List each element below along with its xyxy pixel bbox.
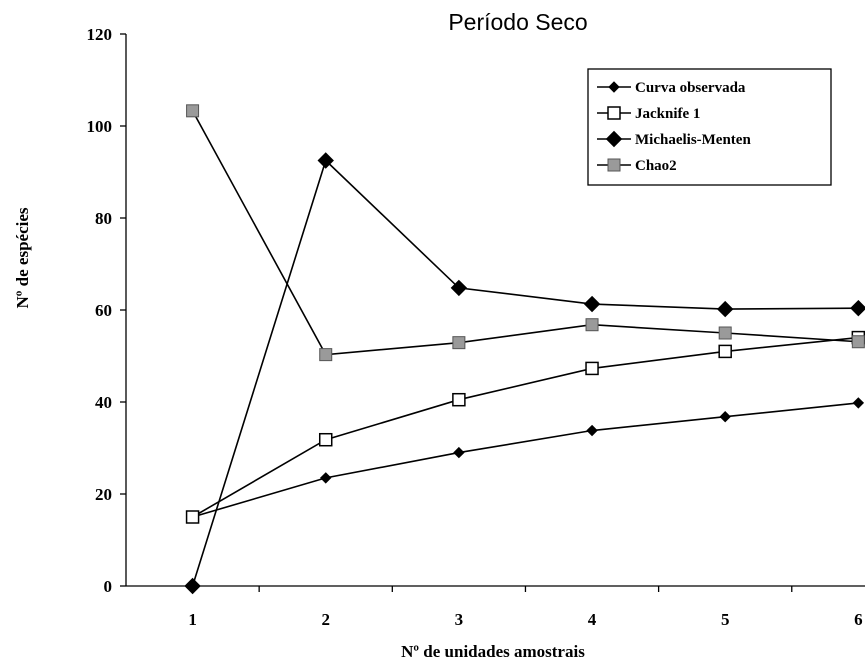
chart-title: Período Seco (448, 9, 587, 35)
y-axis-label: Nº de espécies (13, 207, 32, 308)
axes: 0 20 40 60 80 100 120 1 2 3 4 5 6 (87, 25, 865, 629)
data-point (718, 326, 732, 340)
data-point (850, 299, 865, 317)
x-tick-label: 2 (321, 610, 330, 629)
series-line-1 (192, 336, 859, 518)
series-markers-3 (186, 104, 865, 362)
series-line-3 (191, 110, 859, 356)
series-layer (184, 104, 865, 595)
legend-label: Jacknife 1 (635, 106, 700, 122)
data-point (318, 432, 333, 447)
x-tick-label: 6 (854, 610, 863, 629)
y-tick-label: 100 (87, 117, 113, 136)
data-point (319, 348, 333, 362)
data-point (452, 336, 466, 350)
series-markers-2 (184, 152, 865, 595)
y-tick-label: 60 (95, 301, 112, 320)
legend-entry: Curva observada (597, 80, 746, 96)
series-markers-0 (186, 397, 865, 523)
data-point (450, 279, 468, 297)
data-point (184, 577, 201, 595)
legend-marker (607, 106, 621, 120)
data-point (320, 472, 332, 484)
data-point (716, 300, 734, 318)
legend-marker (607, 158, 621, 172)
x-tick-label: 1 (188, 610, 197, 629)
legend-label: Curva observada (635, 80, 746, 96)
x-tick-label: 3 (455, 610, 464, 629)
x-tick-label: 4 (588, 610, 597, 629)
data-point (186, 104, 200, 118)
series-markers-1 (185, 330, 865, 524)
data-point (852, 397, 865, 409)
y-tick-label: 0 (104, 577, 113, 596)
legend-entry: Michaelis-Menten (597, 130, 751, 148)
data-point (719, 411, 731, 423)
legend-entry: Chao2 (597, 158, 677, 174)
legend-marker (608, 81, 620, 93)
data-point (317, 152, 334, 169)
y-tick-label: 20 (95, 485, 112, 504)
data-point (585, 318, 599, 332)
x-tick-label: 5 (721, 610, 730, 629)
y-tick-label: 80 (95, 209, 112, 228)
series-line-0 (192, 402, 859, 518)
data-point (583, 295, 601, 313)
data-point (718, 344, 732, 359)
data-point (586, 424, 598, 437)
legend-marker (605, 130, 623, 148)
data-point (453, 446, 465, 459)
legend-label: Chao2 (635, 158, 677, 174)
series-line-2 (191, 159, 859, 587)
legend-label: Michaelis-Menten (635, 132, 751, 148)
y-tick-label: 120 (87, 25, 113, 44)
legend: Curva observada Jacknife 1 Michaelis-Mente… (587, 68, 832, 186)
data-point (585, 361, 599, 376)
data-point (452, 392, 466, 407)
data-point (185, 510, 200, 524)
x-axis-label: Nº de unidades amostrais (401, 642, 585, 659)
data-point (851, 335, 865, 349)
y-tick-label: 40 (95, 393, 112, 412)
legend-entry: Jacknife 1 (597, 106, 700, 122)
